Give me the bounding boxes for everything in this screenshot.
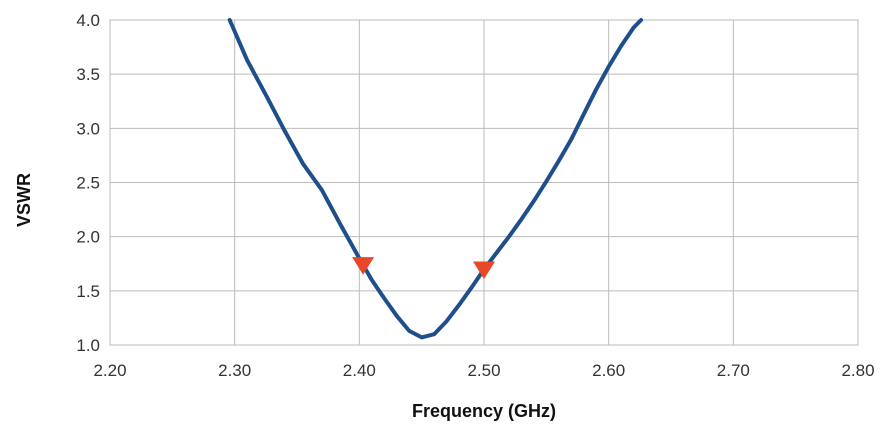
y-tick-label: 2.0 (76, 228, 100, 247)
x-tick-label: 2.30 (218, 361, 251, 380)
y-tick-label: 1.0 (76, 336, 100, 355)
y-tick-label: 1.5 (76, 282, 100, 301)
vswr-series-line (227, 18, 644, 340)
x-axis-title: Frequency (GHz) (412, 401, 556, 421)
x-tick-label: 2.50 (467, 361, 500, 380)
x-tick-label: 2.80 (841, 361, 874, 380)
y-tick-label: 4.0 (76, 11, 100, 30)
y-tick-label: 3.0 (76, 119, 100, 138)
triangle-marker (473, 261, 495, 280)
markers (352, 257, 495, 280)
x-tick-label: 2.20 (93, 361, 126, 380)
y-axis-title: VSWR (14, 173, 34, 227)
x-tick-label: 2.40 (343, 361, 376, 380)
triangle-marker (352, 257, 375, 275)
series-layer (227, 18, 644, 340)
tick-labels: 2.20 2.30 2.40 2.50 2.60 2.70 2.80 1.0 1.5 2.0 2.5… (76, 11, 874, 380)
grid (109, 19, 859, 346)
y-tick-label: 2.5 (76, 174, 100, 193)
y-tick-label: 3.5 (76, 65, 100, 84)
x-tick-label: 2.70 (717, 361, 750, 380)
x-tick-label: 2.60 (592, 361, 625, 380)
